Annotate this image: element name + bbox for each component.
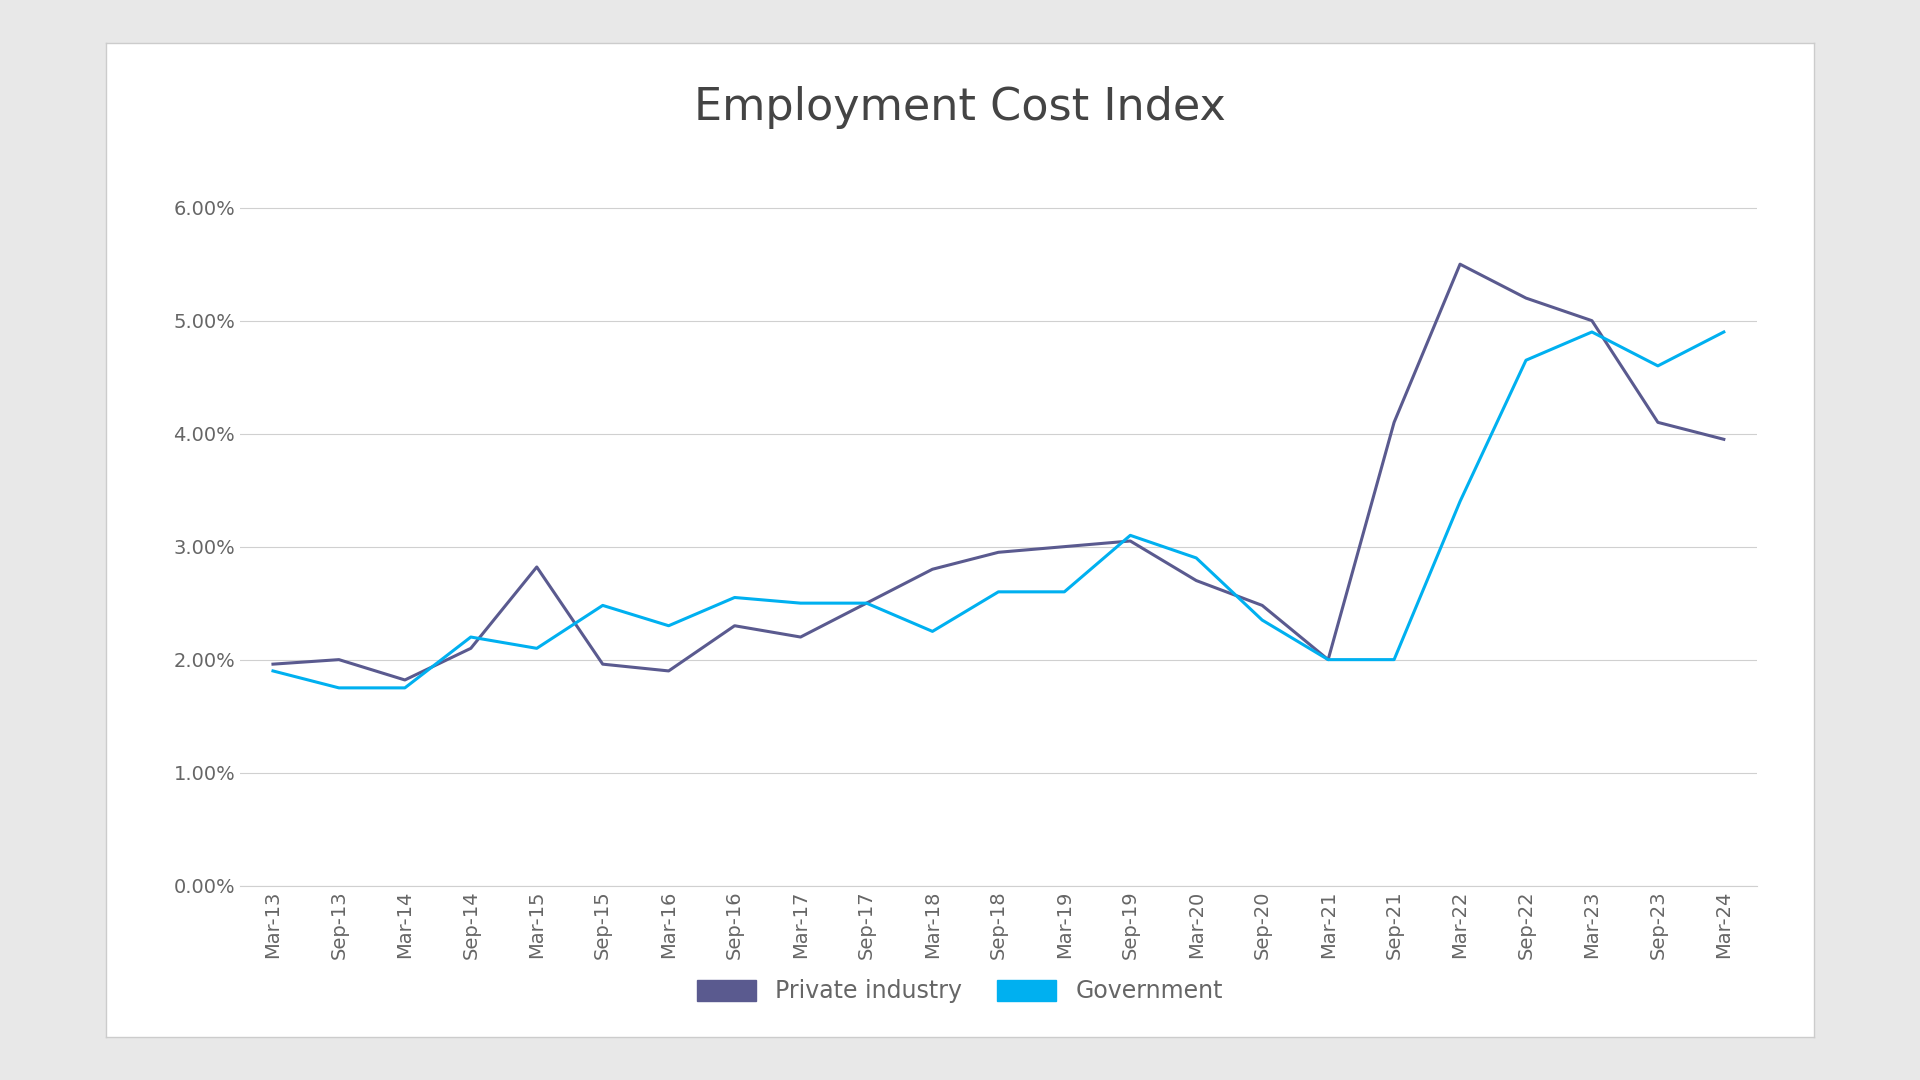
- Private industry: [459, 642, 482, 654]
- Government: [591, 599, 614, 612]
- Government: [1382, 653, 1405, 666]
- Government: [459, 631, 482, 644]
- Private industry: [1119, 535, 1142, 548]
- Government: [724, 591, 747, 604]
- Government: [657, 619, 680, 632]
- Legend: Private industry, Government: Private industry, Government: [697, 980, 1223, 1003]
- Private industry: [1515, 292, 1538, 305]
- Private industry: [987, 545, 1010, 558]
- Private industry: [1250, 599, 1273, 612]
- Government: [1580, 325, 1603, 338]
- Private industry: [1382, 416, 1405, 429]
- Private industry: [1448, 258, 1471, 271]
- Government: [1052, 585, 1075, 598]
- Private industry: [261, 658, 284, 671]
- Private industry: [1185, 575, 1208, 588]
- Private industry: [922, 563, 945, 576]
- Line: Government: Government: [273, 332, 1724, 688]
- Government: [1713, 325, 1736, 338]
- Government: [261, 664, 284, 677]
- Government: [1119, 529, 1142, 542]
- Text: Employment Cost Index: Employment Cost Index: [693, 86, 1227, 130]
- Private industry: [1052, 540, 1075, 553]
- Private industry: [394, 674, 417, 687]
- Line: Private industry: Private industry: [273, 265, 1724, 680]
- Government: [526, 642, 549, 654]
- Private industry: [789, 631, 812, 644]
- Private industry: [724, 619, 747, 632]
- Private industry: [328, 653, 351, 666]
- Government: [1185, 552, 1208, 565]
- Private industry: [1645, 416, 1668, 429]
- Government: [1317, 653, 1340, 666]
- Government: [1448, 495, 1471, 508]
- Private industry: [591, 658, 614, 671]
- Government: [987, 585, 1010, 598]
- Government: [394, 681, 417, 694]
- Government: [1515, 354, 1538, 367]
- Government: [328, 681, 351, 694]
- Government: [854, 596, 877, 609]
- Private industry: [1317, 653, 1340, 666]
- Private industry: [526, 561, 549, 573]
- Private industry: [657, 664, 680, 677]
- Private industry: [854, 596, 877, 609]
- Government: [1250, 613, 1273, 626]
- Government: [1645, 360, 1668, 373]
- Private industry: [1713, 433, 1736, 446]
- Government: [789, 596, 812, 609]
- Government: [922, 625, 945, 638]
- Private industry: [1580, 314, 1603, 327]
